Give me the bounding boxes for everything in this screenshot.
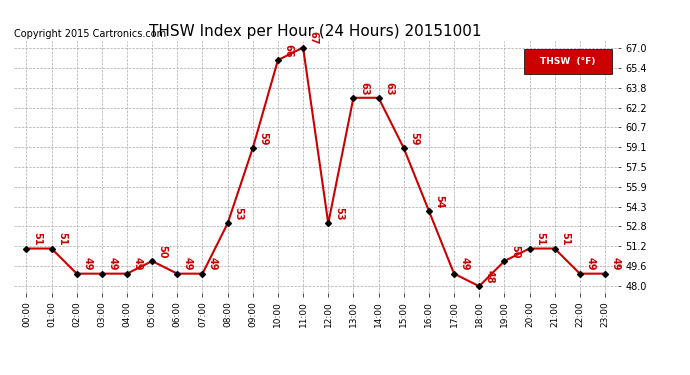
Text: 49: 49 bbox=[108, 257, 117, 271]
FancyBboxPatch shape bbox=[524, 49, 611, 74]
Text: 67: 67 bbox=[308, 31, 319, 45]
Text: 49: 49 bbox=[611, 257, 620, 271]
Text: 49: 49 bbox=[82, 257, 92, 271]
Text: 50: 50 bbox=[158, 245, 168, 258]
Text: 48: 48 bbox=[485, 270, 495, 284]
Title: THSW Index per Hour (24 Hours) 20151001: THSW Index per Hour (24 Hours) 20151001 bbox=[150, 24, 482, 39]
Text: 59: 59 bbox=[409, 132, 420, 145]
Text: 66: 66 bbox=[284, 44, 293, 57]
Text: Copyright 2015 Cartronics.com: Copyright 2015 Cartronics.com bbox=[14, 29, 166, 39]
Text: 49: 49 bbox=[208, 257, 218, 271]
Text: THSW  (°F): THSW (°F) bbox=[540, 57, 595, 66]
Text: 63: 63 bbox=[359, 81, 369, 95]
Text: 49: 49 bbox=[183, 257, 193, 271]
Text: 59: 59 bbox=[258, 132, 268, 145]
Text: 51: 51 bbox=[57, 232, 67, 246]
Text: 53: 53 bbox=[233, 207, 243, 220]
Text: 53: 53 bbox=[334, 207, 344, 220]
Text: 51: 51 bbox=[32, 232, 42, 246]
Text: 54: 54 bbox=[435, 195, 444, 208]
Text: 51: 51 bbox=[535, 232, 545, 246]
Text: 63: 63 bbox=[384, 81, 394, 95]
Text: 49: 49 bbox=[585, 257, 595, 271]
Text: 49: 49 bbox=[132, 257, 143, 271]
Text: 51: 51 bbox=[560, 232, 570, 246]
Text: 49: 49 bbox=[460, 257, 470, 271]
Text: 50: 50 bbox=[510, 245, 520, 258]
